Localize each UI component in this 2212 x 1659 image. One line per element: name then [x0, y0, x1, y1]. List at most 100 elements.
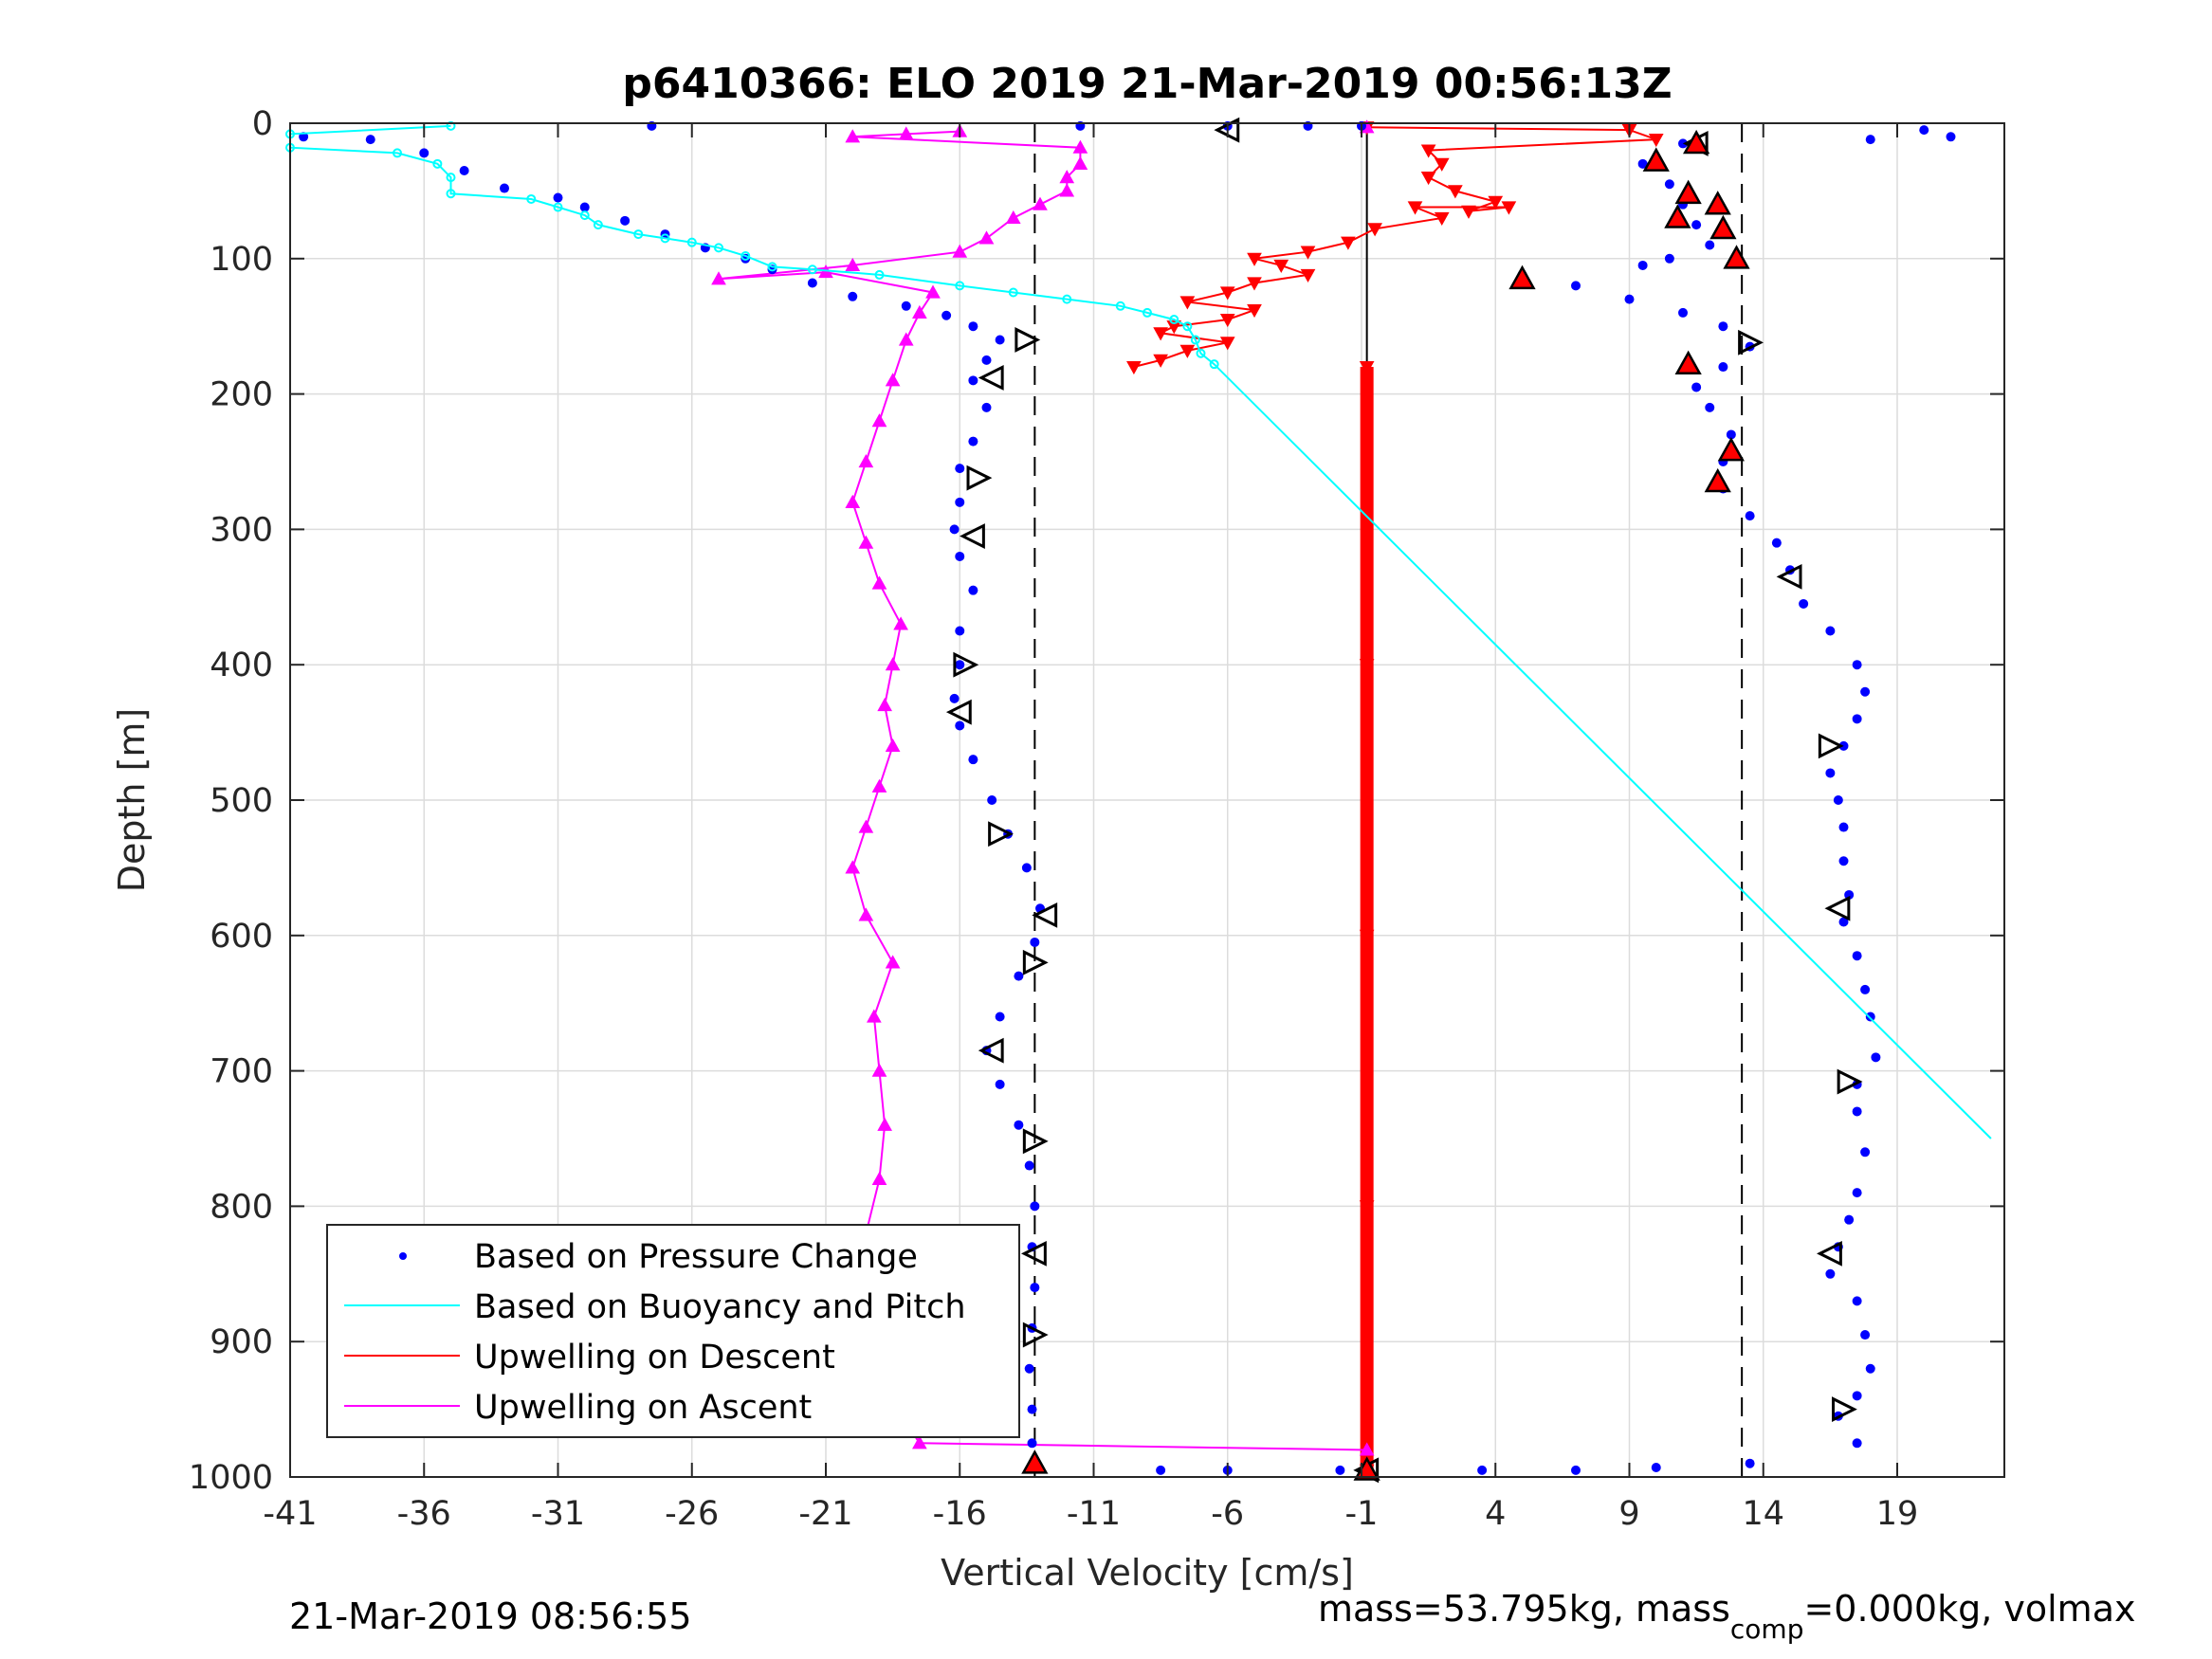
pressure-point — [620, 215, 631, 226]
ascent-point — [885, 955, 901, 969]
footer-mass-suffix: =0.000kg, volmax — [1803, 1588, 2135, 1630]
ascent-point — [1359, 1442, 1375, 1456]
ascent-point — [845, 129, 861, 143]
open-triangle-marker — [966, 465, 993, 491]
ascent-point — [1072, 155, 1088, 170]
pressure-point — [1745, 511, 1755, 521]
footer-mass-subscript: comp — [1730, 1613, 1804, 1645]
descent-point — [1153, 327, 1168, 341]
buoyancy-point — [553, 202, 563, 212]
pressure-point — [1838, 856, 1849, 866]
y-tick-label: 300 — [210, 511, 273, 549]
ascent-series-line — [718, 130, 1082, 1444]
pressure-point — [987, 795, 997, 805]
pressure-point — [1024, 1160, 1034, 1171]
pressure-point — [1664, 179, 1674, 190]
ascent-point — [845, 257, 861, 272]
pressure-point — [955, 660, 965, 670]
pressure-point — [1156, 1465, 1166, 1475]
open-triangle-marker — [945, 699, 972, 725]
descent-point — [1179, 296, 1196, 310]
pressure-point — [1021, 863, 1032, 873]
buoyancy-point — [633, 229, 644, 240]
pressure-point — [1919, 125, 1929, 136]
ascent-point — [893, 616, 908, 630]
pressure-point — [1871, 1052, 1881, 1063]
pressure-point — [459, 165, 469, 175]
pressure-point — [995, 1079, 1005, 1089]
buoyancy-point — [579, 210, 590, 221]
legend-label-buoyancy: Based on Buoyancy and Pitch — [474, 1288, 966, 1326]
pressure-point — [955, 497, 965, 507]
ascent-bottom-link — [919, 1442, 1367, 1451]
pressure-point — [1865, 1012, 1875, 1022]
x-tick-label: 9 — [1618, 1495, 1639, 1533]
filled-triangle-marker — [1723, 245, 1750, 269]
pressure-point — [1014, 1120, 1024, 1130]
pressure-point — [1030, 937, 1040, 947]
ascent-point — [877, 1117, 892, 1131]
ascent-point — [845, 494, 861, 508]
buoyancy-point — [432, 158, 443, 169]
ascent-point — [858, 819, 874, 833]
x-tick-label: -31 — [531, 1495, 585, 1533]
pressure-point — [1624, 294, 1635, 304]
pressure-point — [941, 310, 952, 320]
buoyancy-point — [1169, 315, 1179, 325]
pressure-point — [1833, 795, 1843, 805]
pressure-point — [1852, 1188, 1862, 1198]
pressure-point — [1027, 1438, 1037, 1449]
x-tick-label: -21 — [798, 1495, 852, 1533]
pressure-point — [1637, 158, 1648, 169]
legend-label-descent: Upwelling on Descent — [474, 1339, 835, 1376]
open-triangle-marker — [1832, 1396, 1857, 1423]
pressure-point — [1030, 1283, 1040, 1293]
pressure-point — [981, 355, 992, 365]
footer-timestamp: 21-Mar-2019 08:56:55 — [289, 1595, 692, 1637]
descent-point — [1247, 303, 1262, 319]
x-tick-label: -41 — [263, 1495, 317, 1533]
filled-triangle-marker — [1717, 437, 1745, 462]
open-triangle-marker — [978, 365, 1004, 391]
ascent-point — [858, 907, 874, 921]
open-triangle-marker — [1824, 895, 1851, 921]
ascent-point — [871, 575, 887, 590]
pressure-point — [968, 321, 978, 332]
y-tick-label: 200 — [210, 376, 273, 414]
pressure-point — [1865, 1363, 1875, 1374]
pressure-point — [1838, 822, 1849, 832]
pressure-point — [1571, 281, 1581, 291]
pressure-point — [365, 135, 375, 145]
buoyancy-point — [1143, 307, 1152, 318]
pressure-point — [995, 335, 1005, 345]
open-triangle-marker — [1032, 902, 1058, 928]
buoyancy-point — [660, 233, 670, 244]
pressure-point — [1726, 429, 1736, 440]
pressure-point — [1745, 1458, 1755, 1468]
pressure-point — [1825, 1268, 1836, 1279]
pressure-point — [1852, 714, 1862, 724]
descent-point — [1219, 313, 1235, 328]
pressure-point — [1771, 538, 1782, 548]
descent-point — [1219, 286, 1235, 301]
open-triangle-marker — [1022, 1322, 1049, 1348]
pressure-point — [1691, 382, 1702, 392]
buoyancy-point — [714, 243, 723, 253]
legend-label-ascent: Upwelling on Ascent — [474, 1389, 812, 1427]
buoyancy-point — [1115, 301, 1125, 311]
pressure-point — [1718, 362, 1728, 373]
x-tick-label: 4 — [1485, 1495, 1506, 1533]
descent-point — [1434, 157, 1450, 172]
y-tick-label: 400 — [210, 647, 273, 684]
pressure-point — [1825, 626, 1836, 636]
pressure-point — [968, 585, 978, 595]
pressure-point — [1705, 240, 1715, 250]
y-axis-label: Depth [m] — [111, 708, 153, 893]
x-axis-label: Vertical Velocity [cm/s] — [941, 1552, 1354, 1594]
buoyancy-point — [446, 120, 456, 131]
buoyancy-point — [767, 262, 777, 272]
ascent-point — [1059, 170, 1075, 184]
descent-point — [1461, 205, 1476, 219]
pressure-point — [1335, 1465, 1345, 1475]
